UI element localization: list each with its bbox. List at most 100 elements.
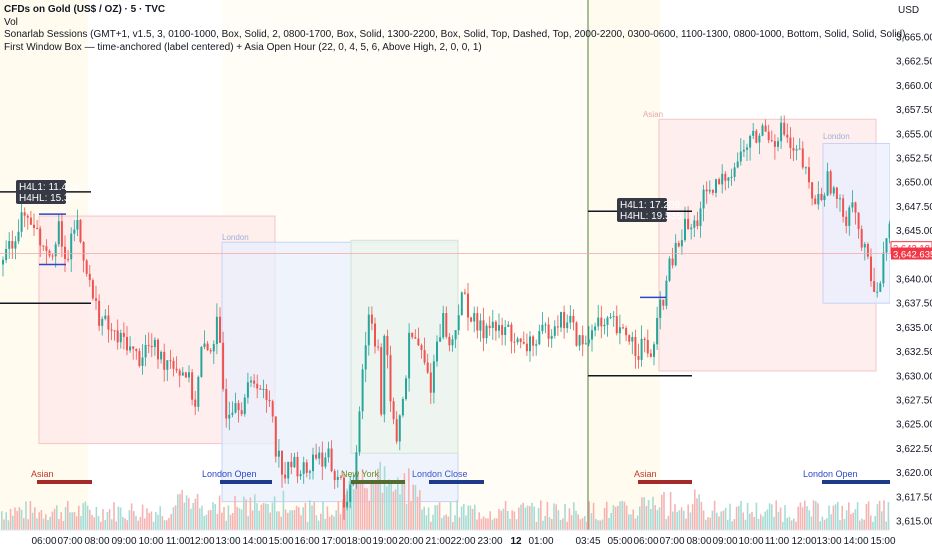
candle-body <box>761 125 764 136</box>
volume-bar <box>806 506 808 530</box>
volume-bar <box>45 514 47 530</box>
candle-body <box>343 477 345 508</box>
candle-body <box>237 403 240 411</box>
volume-bar <box>705 519 707 530</box>
candle-body <box>572 315 575 323</box>
candle-body <box>11 241 14 249</box>
candle-body <box>234 403 237 413</box>
indicator-volume[interactable]: Vol <box>4 16 18 28</box>
volume-bar <box>227 505 230 530</box>
volume-bar <box>262 503 265 530</box>
volume-bar <box>170 514 172 530</box>
volume-bar <box>749 513 751 530</box>
candle-body <box>553 326 556 336</box>
volume-bar <box>34 507 36 530</box>
volume-bar <box>568 508 571 530</box>
volume-bar <box>647 500 650 530</box>
candle-body <box>873 281 876 292</box>
volume-bar <box>779 507 782 530</box>
time-tick-label: 11:00 <box>166 536 191 547</box>
volume-bar <box>775 500 777 530</box>
indicator-first-window[interactable]: First Window Box — time-anchored (label … <box>4 41 482 53</box>
volume-bar <box>744 519 747 530</box>
volume-bar <box>562 518 564 530</box>
volume-bar <box>766 509 769 530</box>
time-tick-label: 17:00 <box>321 536 346 547</box>
volume-bar <box>214 504 216 530</box>
time-tick-label: 12 <box>510 536 522 547</box>
candle-body <box>206 343 209 351</box>
candle-body <box>882 252 885 284</box>
time-tick-label: 05:00 <box>607 536 632 547</box>
volume-bar <box>700 501 703 530</box>
volume-bar <box>751 511 753 530</box>
candle-body <box>578 335 581 346</box>
session-label-asian-2: Asian <box>634 469 657 479</box>
candle-body <box>482 320 485 339</box>
candle-body <box>253 380 256 384</box>
volume-bar <box>471 508 474 530</box>
volume-bar <box>269 512 271 530</box>
indicator-sessions[interactable]: Sonarlab Sessions (GMT+1, v1.5, 3, 0100-… <box>4 29 906 40</box>
session-label-new-york: New York <box>341 469 380 479</box>
candle-body <box>172 360 175 369</box>
candle-body <box>674 243 677 266</box>
volume-bar <box>502 508 505 530</box>
volume-bar <box>225 520 227 530</box>
volume-bar <box>5 512 7 530</box>
candle-body <box>26 215 29 218</box>
volume-bar <box>672 511 674 530</box>
time-tick-label: 10:00 <box>738 536 763 547</box>
candle-body <box>339 476 342 478</box>
candle-body <box>504 327 507 335</box>
volume-bar <box>168 517 170 530</box>
candle-body <box>525 343 528 352</box>
candle-body <box>194 399 197 407</box>
candle-body <box>519 338 522 342</box>
candle-body <box>851 202 854 208</box>
candle-body <box>773 141 776 147</box>
volume-bar <box>137 520 139 530</box>
volume-bar <box>14 507 16 530</box>
volume-bar <box>742 512 744 530</box>
volume-bar <box>876 504 879 530</box>
volume-bar <box>183 502 186 530</box>
candle-body <box>888 223 891 239</box>
candle-body <box>680 240 683 247</box>
candle-body <box>538 331 541 345</box>
symbol-title[interactable]: CFDs on Gold (US$ / OZ) · 5 · TVC <box>4 4 166 15</box>
candle-body <box>659 299 662 318</box>
volume-bar <box>678 510 681 530</box>
volume-bar <box>586 521 588 530</box>
volume-bar <box>372 482 375 530</box>
volume-bar <box>111 519 113 530</box>
candle-body <box>591 330 593 340</box>
candle-body <box>101 319 104 326</box>
volume-bar <box>652 496 654 530</box>
volume-bar <box>643 497 645 530</box>
candle-body <box>811 182 814 199</box>
session-bar-asian <box>37 480 92 484</box>
volume-bar <box>229 514 232 530</box>
volume-bar <box>469 505 472 530</box>
candle-body <box>535 344 538 346</box>
candle-body <box>581 335 584 345</box>
volume-bar <box>597 520 599 530</box>
volume-bar <box>878 500 881 530</box>
volume-bar <box>654 505 656 530</box>
volume-bar <box>166 520 168 530</box>
volume-bar <box>810 516 813 530</box>
candle-body <box>324 457 327 467</box>
volume-bar <box>221 512 223 530</box>
candle-body <box>746 147 748 150</box>
volume-bar <box>27 519 29 530</box>
candle-body <box>798 148 801 150</box>
time-tick-label: 14:00 <box>242 536 267 547</box>
volume-bar <box>51 511 54 530</box>
volume-bar <box>73 512 76 530</box>
volume-bar <box>236 506 238 530</box>
volume-bar <box>826 518 828 530</box>
